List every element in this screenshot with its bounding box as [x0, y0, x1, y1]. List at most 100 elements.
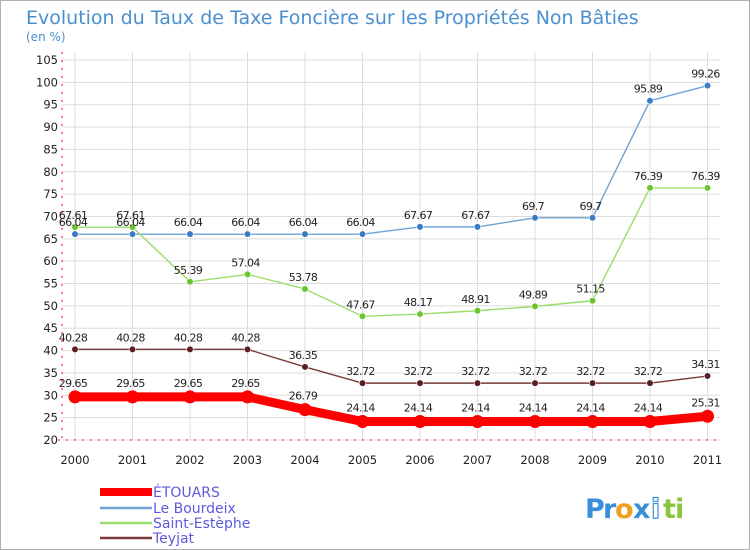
y-tick-label: 95 — [43, 98, 58, 112]
data-point — [183, 390, 197, 404]
data-label: 32.72 — [404, 365, 433, 378]
data-label: 57.04 — [231, 256, 260, 269]
series-le-bourdeix — [71, 82, 712, 238]
data-label: 51.15 — [576, 283, 605, 296]
logo-letter: o — [615, 494, 634, 525]
data-label: 66.04 — [231, 216, 260, 229]
x-tick-label: 2011 — [693, 453, 722, 467]
data-label: 76.39 — [634, 170, 663, 183]
data-point — [358, 379, 367, 387]
data-label: 69.7 — [522, 200, 545, 213]
y-tick-label: 105 — [36, 53, 58, 67]
x-tick-label: 2008 — [520, 453, 549, 467]
y-tick-label: 40 — [43, 344, 58, 358]
plot-area — [62, 52, 720, 440]
data-label: 24.14 — [461, 401, 490, 414]
x-tick-label: 2004 — [290, 453, 319, 467]
x-tick-label: 2003 — [233, 453, 262, 467]
x-tick-label: 2005 — [348, 453, 377, 467]
data-label: 24.14 — [346, 401, 375, 414]
data-point — [243, 345, 252, 353]
x-tick-label: 2010 — [635, 453, 664, 467]
data-label: 48.17 — [404, 296, 433, 309]
data-point — [358, 230, 367, 238]
data-point — [586, 414, 599, 428]
data-point — [703, 184, 712, 192]
data-point — [186, 278, 194, 286]
y-tick-label: 20 — [43, 433, 58, 447]
data-label: 29.65 — [116, 377, 145, 390]
data-point — [471, 414, 484, 428]
data-point — [301, 230, 309, 238]
y-tick-label: 30 — [43, 388, 58, 402]
data-label: 32.72 — [519, 365, 548, 378]
logo-letter: r — [603, 494, 617, 525]
data-label: 67.61 — [116, 209, 145, 222]
x-tick-label: 2000 — [60, 453, 89, 467]
data-point — [416, 379, 424, 387]
data-point — [531, 379, 539, 387]
logo-letter: i — [651, 494, 660, 525]
data-label: 55.39 — [174, 264, 203, 277]
data-label: 29.65 — [59, 377, 88, 390]
chart-title: Evolution du Taux de Taxe Foncière sur l… — [26, 7, 639, 29]
data-point — [358, 312, 367, 320]
x-tick-label: 2007 — [463, 453, 492, 467]
data-label: 67.61 — [59, 209, 88, 222]
data-point — [646, 379, 654, 387]
y-tick-label: 70 — [43, 209, 58, 223]
series-saint-est-phe — [71, 184, 712, 320]
y-tick-label: 25 — [43, 411, 58, 425]
data-label: 24.14 — [634, 401, 663, 414]
data-point — [473, 379, 482, 387]
series-line — [70, 392, 712, 426]
y-tick-label: 50 — [43, 299, 58, 313]
y-tick-label: 65 — [43, 232, 58, 246]
y-tick-label: 100 — [36, 75, 58, 89]
data-point — [416, 310, 424, 318]
data-label: 66.04 — [346, 216, 375, 229]
data-point — [71, 223, 79, 231]
legend-label: Teyjat — [152, 531, 195, 547]
data-point — [416, 223, 424, 231]
x-tick-label: 2009 — [578, 453, 607, 467]
data-label: 32.72 — [576, 365, 605, 378]
data-point — [703, 372, 712, 380]
proxiti-logo: Pro x i t i — [585, 493, 684, 525]
series-line — [74, 348, 709, 384]
data-label: 76.39 — [691, 170, 720, 183]
y-tick-label: 35 — [43, 366, 58, 380]
y-tick-label: 60 — [43, 254, 58, 268]
x-tick-label: 2006 — [405, 453, 434, 467]
data-point — [703, 82, 712, 90]
series-teyjat — [71, 345, 712, 387]
series-group — [68, 82, 714, 428]
data-point — [71, 345, 79, 353]
chart-subtitle: (en %) — [26, 30, 66, 44]
data-label: 40.28 — [174, 331, 203, 344]
data-point — [301, 285, 309, 293]
logo-letter: P — [585, 494, 605, 525]
data-point — [528, 414, 542, 428]
data-label: 66.04 — [116, 216, 145, 229]
data-point — [241, 390, 254, 404]
data-label: 32.72 — [346, 365, 375, 378]
data-label: 26.79 — [289, 390, 318, 403]
y-tick-label: 55 — [43, 277, 58, 291]
data-point — [473, 307, 482, 315]
logo-letter: i — [675, 494, 684, 525]
data-point — [646, 184, 654, 192]
legend-label: Saint-Estèphe — [153, 516, 250, 532]
data-point — [588, 297, 597, 305]
series--touars — [68, 390, 714, 428]
data-label: 99.26 — [691, 68, 720, 81]
data-label: 67.67 — [404, 209, 433, 222]
data-point — [128, 230, 137, 238]
data-label: 40.28 — [116, 331, 145, 344]
data-label: 40.28 — [231, 331, 260, 344]
data-label: 66.04 — [59, 216, 88, 229]
data-point — [413, 414, 427, 428]
data-point — [186, 345, 194, 353]
